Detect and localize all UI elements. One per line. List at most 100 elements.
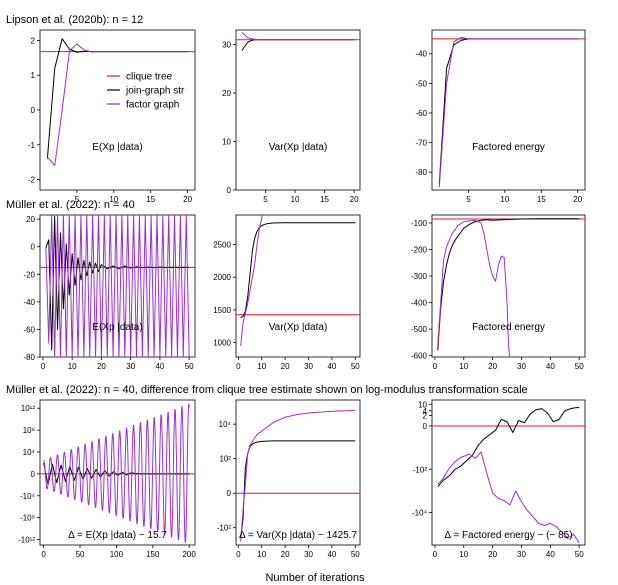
x-tick-label: 0 [433,362,438,371]
y-tick-label: -10¹² [18,536,35,545]
x-tick-label: 40 [546,362,555,371]
series-line-factor-graph [45,215,190,357]
series-line-factor-graph [241,32,355,41]
y-tick-label: -60 [23,325,35,334]
legend-label-factor-graph: factor graph [126,100,179,111]
panel-r1c1: 5 10 15 20 -2 -1 0 1 2 E(Xp |data) [28,29,196,204]
x-tick-label: 40 [327,550,336,559]
x-tick-label: 10 [257,362,266,371]
y-tick-label: 2000 [213,273,231,282]
row-title-2: Müller et al. (2022): n = 40 [6,199,135,211]
y-tick-label: 2 [31,36,36,45]
y-tick-label: -10² [413,465,428,474]
y-tick-label: 0 [31,470,36,479]
series-line-join-graph [43,462,190,486]
y-tick-label: -40 [415,50,427,59]
panel-r1c3: 5 10 15 20 -80 -70 -60 -50 -40 Factored energy [415,29,586,204]
y-tick-label: -10² [217,524,232,533]
plot-area [236,32,360,51]
y-tick-label: 10 [418,400,427,409]
x-tick-label: 20 [350,195,359,204]
panel-label: E(Xp |data) [92,322,142,333]
plot-area [432,36,585,188]
plot-frame [235,29,361,191]
series-line-join-graph [437,218,580,351]
y-tick-label: 10¹² [21,404,36,413]
panel-r3c2: 0 10 20 30 40 50 -10² 0 10² 10⁴ Δ = Var(Xp |data) … [217,399,361,559]
plot-area [236,215,360,346]
y-tick-label: 1 [31,71,36,80]
plot-frame [39,214,196,358]
y-tick-label: 0 [423,422,428,431]
x-tick-label: 200 [182,550,196,559]
panel-label: Δ = E(Xp |data) − 15.7 [68,530,167,541]
x-tick-label: 10 [291,195,300,204]
panel-r2c3: 0 10 20 30 40 50 -600 -500 -400 -300 -200 -100 Facto… [411,214,586,371]
x-tick-label: 10 [459,550,468,559]
y-tick-label: 0 [31,243,36,252]
series-line-factor-graph [46,43,188,167]
x-tick-label: 30 [517,362,526,371]
x-tick-label: 0 [236,550,241,559]
x-tick-label: 5 [75,195,80,204]
x-tick-label: 0 [433,550,438,559]
y-tick-label: -70 [415,139,427,148]
x-tick-label: 50 [76,550,85,559]
panel-label: Factored energy [472,322,545,333]
plot-area [432,407,585,544]
y-tick-label: 1000 [213,339,231,348]
y-tick-label: 1500 [213,306,231,315]
x-tick-label: 100 [110,550,124,559]
plot-area [40,403,195,543]
x-tick-label: 10 [68,362,77,371]
x-tick-label: 20 [97,362,106,371]
x-tick-label: 40 [546,550,555,559]
panel-label: Δ = Factored energy − (− 85) [444,530,572,541]
y-tick-label: 10 [222,138,231,147]
series-line-factor-graph [437,451,580,544]
plot-area [432,218,585,357]
panel-label: Δ = Var(Xp |data) − 1425.7 [239,530,357,541]
y-tick-label: -1 [28,141,36,150]
y-tick-label: 20 [26,215,35,224]
x-tick-label: 10 [459,362,468,371]
plot-area [40,215,195,357]
y-tick-label: 0 [31,106,36,115]
x-tick-label: 50 [575,550,584,559]
x-tick-label: 30 [304,362,313,371]
x-tick-label: 10 [500,195,509,204]
x-tick-label: 40 [327,362,336,371]
x-tick-label: 20 [281,550,290,559]
y-tick-label: -200 [411,246,428,255]
row-title-3: Müller et al. (2022): n = 40, difference… [6,384,528,396]
plot-frame [431,214,586,358]
x-tick-label: 50 [351,362,360,371]
y-tick-label: 2 [423,412,428,421]
x-tick-label: 10 [257,550,266,559]
plot-frame [431,399,586,546]
y-tick-label: -80 [415,168,427,177]
series-line-join-graph [240,222,356,319]
y-tick-label: 0 [227,489,232,498]
y-tick-label: 4 [423,407,428,416]
legend-label-join-graph: join-graph str [125,86,185,97]
x-tick-label: 5 [466,195,471,204]
y-tick-label: -400 [411,299,428,308]
panel-label: Var(Xp |data) [269,322,328,333]
plot-area [236,409,360,542]
y-tick-label: -2 [28,176,36,185]
series-line-join-graph [241,39,355,51]
x-tick-label: 20 [488,550,497,559]
x-tick-label: 5 [263,195,268,204]
x-tick-label: 20 [183,195,192,204]
legend-label-clique-tree: clique tree [126,72,173,83]
x-tick-label: 30 [126,362,135,371]
plot-frame [431,29,586,191]
x-tick-label: 15 [537,195,546,204]
x-tick-label: 15 [146,195,155,204]
legend: clique tree join-graph str factor graph [107,72,185,111]
y-tick-label: -20 [23,270,35,279]
series-line-factor-graph [43,403,190,543]
